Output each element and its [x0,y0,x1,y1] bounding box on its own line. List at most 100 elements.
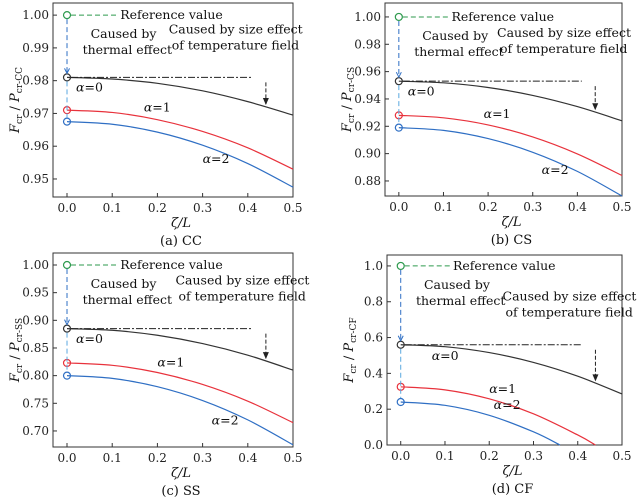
arrow-head-icon [64,68,70,75]
x-tick-label: 0.3 [193,451,212,465]
arrow-head-icon [395,71,402,79]
y-tick-label: 1.00 [22,8,49,22]
x-tick-label: 0.1 [435,449,454,463]
y-tick-label: 0.96 [22,139,49,153]
series-line-alpha-1 [66,362,294,424]
arrow-head-icon [262,352,269,360]
plot-frame [52,2,294,198]
reference-label: Reference value [120,257,223,272]
size-label-1: Caused by size effect [175,273,309,288]
start-point-alpha-2 [394,123,403,132]
x-tick-label: 0.0 [57,201,76,215]
thermal-label-2: thermal effect [416,293,505,308]
x-tick-label: 0.0 [389,200,408,214]
series-line-alpha-2 [400,401,561,446]
arrow-head-icon [592,103,599,111]
thermal-label-2: thermal effect [83,42,172,57]
y-tick-label: 0.70 [22,424,49,438]
panel-caption: (c) SS [161,484,200,499]
panel-dcf: 0.0 0.1 0.2 0.3 0.4 0.5 0.0 0.2 0.4 0.6 0.8 1.0 ζ/L (… [342,254,637,497]
x-tick-label: 0.2 [148,201,167,215]
y-tick-label: 0.95 [22,172,49,186]
x-axis-label: ζ/L [171,216,191,231]
y-tick-label: 0.6 [364,331,383,345]
reference-point [62,260,72,270]
y-tick-label: 0.85 [22,341,49,355]
arrow-head-icon [64,319,70,326]
plot-frame [386,254,623,446]
series-label-alpha-0: α=0 [76,331,103,346]
start-point-alpha-2 [396,397,405,407]
arrow-head-icon [397,335,404,342]
size-label-2: of temperature field [506,305,633,320]
series-line-alpha-0 [398,80,623,122]
x-tick-label: 0.1 [103,201,122,215]
y-tick-label: 0.94 [354,92,381,106]
panel-bcs: 0.0 0.1 0.2 0.3 0.4 0.5 0.88 0.90 0.92 0.94 0.96 0.… [340,2,632,248]
y-tick-label: 0.75 [22,396,49,410]
series-label-alpha-0: α=0 [432,348,459,363]
y-tick-label: 0.92 [354,119,381,133]
y-tick-label: 0.96 [354,65,381,79]
series-label-alpha-1: α=1 [157,354,184,369]
x-tick-label: 0.4 [568,200,587,214]
x-tick-label: 0.5 [283,201,302,215]
thermal-label-2: thermal effect [414,44,503,59]
thermal-label-1: Caused by [424,277,491,292]
y-axis-label: Fcr / Pcr-CF [342,317,359,383]
thermal-label-1: Caused by [422,28,489,43]
series-label-alpha-0: α=0 [408,84,435,99]
reference-point [394,12,403,22]
y-tick-label: 0.97 [22,106,49,120]
arrow-head-icon [592,374,599,382]
size-label-1: Caused by size effect [503,289,637,304]
start-point-alpha-2 [62,117,72,126]
series-label-alpha-2: α=2 [494,397,521,412]
size-label-2: of temperature field [500,41,627,56]
x-tick-label: 0.0 [391,449,410,463]
series-line-alpha-2 [66,375,294,446]
thermal-label-2: thermal effect [83,292,172,307]
x-tick-label: 0.1 [434,200,453,214]
panel-caption: (a) CC [160,234,202,249]
x-tick-label: 0.5 [612,449,631,463]
x-tick-label: 0.5 [612,200,631,214]
y-tick-label: 0.98 [354,37,381,51]
y-tick-label: 1.0 [364,259,383,273]
panel-caption: (d) CF [492,482,534,497]
x-tick-label: 0.2 [479,200,498,214]
y-tick-label: 0.0 [364,438,383,452]
reference-point [62,11,72,20]
series-label-alpha-2: α=2 [203,151,230,166]
series-label-alpha-1: α=1 [484,106,511,121]
size-label-1: Caused by size effect [497,25,631,40]
x-axis-label: ζ/L [502,464,522,479]
x-tick-label: 0.3 [523,200,542,214]
y-tick-label: 0.88 [354,174,381,188]
thermal-label-1: Caused by [91,276,158,291]
reference-label: Reference value [120,7,223,22]
series-label-alpha-2: α=2 [212,412,239,427]
x-tick-label: 0.4 [238,201,257,215]
y-tick-label: 0.2 [364,402,383,416]
series-label-alpha-0: α=0 [76,80,103,95]
x-tick-label: 0.1 [103,451,122,465]
series-label-alpha-1: α=1 [489,381,516,396]
x-tick-label: 0.5 [283,451,302,465]
y-tick-label: 0.90 [22,313,49,327]
x-tick-label: 0.2 [480,449,499,463]
series-label-alpha-2: α=2 [542,162,569,177]
plot-frame [384,2,623,197]
y-tick-label: 0.98 [22,74,49,88]
panel-acc: 0.0 0.1 0.2 0.3 0.4 0.5 0.95 0.96 0.97 0.98 0.99 1.… [8,2,303,249]
series-line-alpha-1 [400,386,596,446]
x-tick-label: 0.3 [524,449,543,463]
panel-caption: (b) CS [491,233,532,248]
size-label-2: of temperature field [172,37,299,52]
y-tick-label: 0.4 [364,366,383,380]
series-line-alpha-1 [398,114,623,177]
arrow-head-icon [262,98,269,106]
series-label-alpha-1: α=1 [144,99,171,114]
x-axis-label: ζ/L [171,466,191,481]
